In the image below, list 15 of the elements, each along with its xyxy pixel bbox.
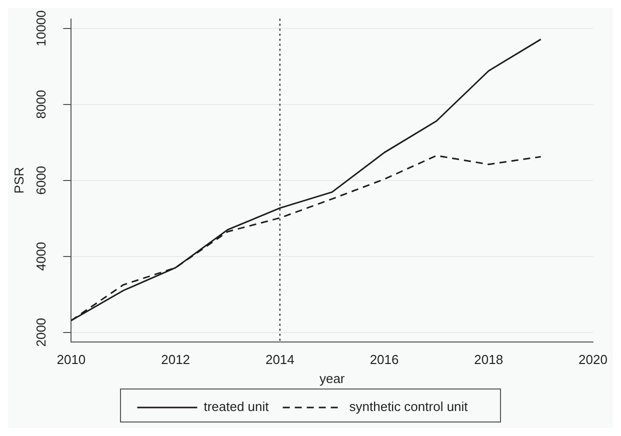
x-tick-label: 2014 bbox=[265, 352, 294, 368]
y-tick-label: 8000 bbox=[34, 90, 49, 119]
x-axis-title: year bbox=[319, 370, 346, 386]
x-tick-label: 2012 bbox=[161, 352, 190, 368]
legend-label: synthetic control unit bbox=[349, 399, 468, 414]
y-tick-label: 6000 bbox=[34, 166, 49, 195]
x-tick-label: 2018 bbox=[474, 352, 504, 368]
y-tick-label: 2000 bbox=[34, 318, 49, 347]
x-tick-label: 2010 bbox=[56, 352, 86, 368]
x-tick-label: 2016 bbox=[370, 352, 399, 368]
legend-label: treated unit bbox=[204, 399, 270, 414]
y-tick-label: 10000 bbox=[34, 10, 49, 46]
x-tick-label: 2020 bbox=[578, 352, 608, 368]
y-axis-title: PSR bbox=[11, 166, 26, 194]
y-tick-label: 4000 bbox=[34, 242, 49, 271]
